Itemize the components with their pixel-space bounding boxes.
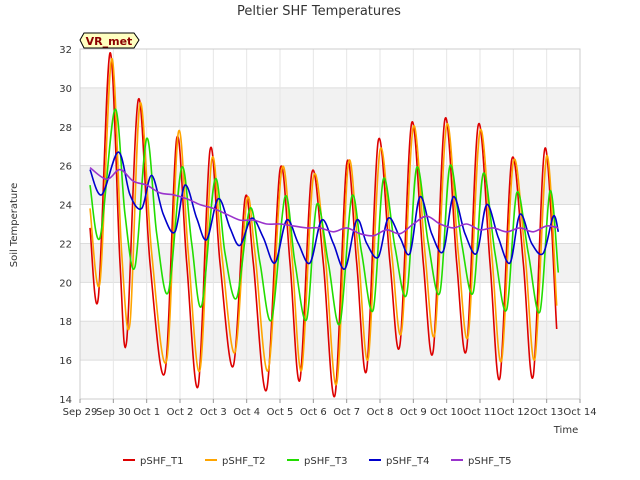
series-line-pshf-t2 (89, 57, 558, 386)
x-tick-label: Oct 7 (333, 407, 360, 418)
y-tick-label: 22 (59, 239, 72, 250)
x-tick-label: Oct 5 (267, 407, 294, 418)
legend-label: pSHF_T5 (468, 456, 511, 467)
series-line-pshf-t1 (89, 52, 558, 398)
y-tick-label: 20 (59, 278, 72, 289)
legend-label: pSHF_T1 (140, 456, 183, 467)
badge-label: VR_met (86, 35, 133, 48)
x-tick-label: Oct 2 (167, 407, 194, 418)
x-tick-label: Oct 6 (300, 407, 327, 418)
legend-label: pSHF_T2 (222, 456, 265, 467)
x-tick-label: Oct 8 (367, 407, 394, 418)
y-tick-label: 30 (59, 84, 72, 95)
legend: pSHF_T1 pSHF_T2 pSHF_T3 pSHF_T4 pSHF_T5 (123, 456, 511, 467)
y-tick-label: 28 (59, 123, 72, 134)
y-tick-label: 18 (59, 317, 72, 328)
legend-label: pSHF_T3 (304, 456, 347, 467)
legend-label: pSHF_T4 (386, 456, 429, 467)
series-line-pshf-t5 (89, 166, 559, 237)
x-tick-label: Sep 30 (96, 407, 131, 418)
x-tick-label: Oct 1 (133, 407, 160, 418)
x-tick-label: Oct 11 (463, 407, 496, 418)
vr-met-badge: VR_met (79, 32, 140, 49)
y-tick-label: 24 (59, 201, 72, 212)
y-tick-label: 26 (59, 162, 72, 173)
series-layer (89, 52, 560, 398)
background-band (80, 87, 580, 127)
y-tick-label: 32 (59, 45, 72, 56)
plot-frame (79, 48, 581, 400)
x-tick-label: Oct 13 (530, 407, 563, 418)
y-tick-label: 16 (59, 356, 72, 367)
y-tick-label: 14 (59, 395, 72, 406)
x-tick-label: Oct 9 (400, 407, 427, 418)
chart-title: Peltier SHF Temperatures (237, 4, 401, 19)
x-tick-label: Oct 3 (200, 407, 227, 418)
series-line-pshf-t3 (89, 108, 560, 326)
background-band (80, 165, 580, 205)
badge-background (79, 32, 140, 49)
x-tick-label: Sep 29 (63, 407, 98, 418)
y-axis-ticks: 14 16 18 20 22 24 26 28 30 32 (59, 45, 72, 406)
x-tick-label: Oct 12 (497, 407, 530, 418)
x-tick-label: Oct 10 (430, 407, 463, 418)
y-axis-title: Soil Temperature (9, 183, 20, 268)
x-axis-title: Time (553, 425, 578, 436)
series-line-pshf-t4 (89, 151, 560, 270)
x-tick-label: Oct 4 (233, 407, 260, 418)
x-tick-label: Oct 14 (563, 407, 596, 418)
